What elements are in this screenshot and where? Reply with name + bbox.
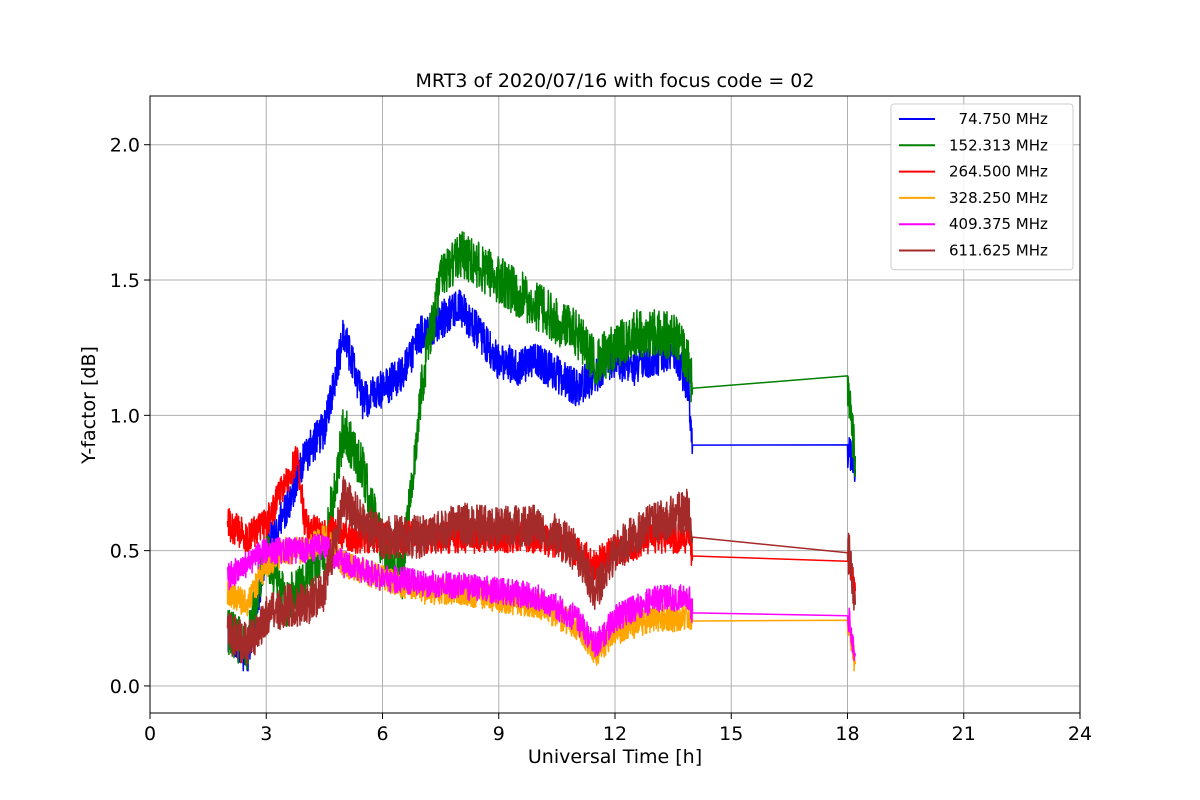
x-axis: 0 3 6 9 12 15 18 21 24 xyxy=(144,713,1092,745)
x-tick-label: 21 xyxy=(952,723,976,745)
legend-box xyxy=(890,103,1074,271)
series-line xyxy=(226,289,857,672)
legend-label: 152.313 MHz xyxy=(949,136,1048,154)
series-line xyxy=(226,476,857,666)
legend-label: 409.375 MHz xyxy=(949,215,1048,233)
x-tick-label: 0 xyxy=(144,723,156,745)
x-tick-label: 24 xyxy=(1068,723,1092,745)
x-tick-label: 9 xyxy=(493,723,505,745)
y-tick-label: 2.0 xyxy=(110,135,140,157)
y-tick-label: 0.0 xyxy=(110,676,140,698)
x-tick-label: 18 xyxy=(835,723,859,745)
x-tick-label: 6 xyxy=(376,723,388,745)
x-tick-label: 15 xyxy=(719,723,743,745)
legend-label: 264.500 MHz xyxy=(949,163,1048,181)
chart-title: MRT3 of 2020/07/16 with focus code = 02 xyxy=(416,70,815,92)
series-layer xyxy=(226,231,857,672)
legend-label: 74.750 MHz xyxy=(949,110,1048,128)
y-axis: 0.0 0.5 1.0 1.5 2.0 xyxy=(110,135,150,698)
legend: 74.750 MHz 152.313 MHz 264.500 MHz 328.250 … xyxy=(890,103,1074,271)
legend-label: 328.250 MHz xyxy=(949,189,1048,207)
series-line xyxy=(226,231,857,670)
x-axis-title: Universal Time [h] xyxy=(528,746,702,768)
x-tick-label: 12 xyxy=(603,723,627,745)
legend-label: 611.625 MHz xyxy=(949,242,1048,260)
y-tick-label: 1.5 xyxy=(110,270,140,292)
y-axis-title: Y-factor [dB] xyxy=(78,346,100,465)
x-tick-label: 3 xyxy=(260,723,272,745)
series-line xyxy=(226,533,857,662)
y-tick-label: 0.5 xyxy=(110,541,140,563)
y-tick-label: 1.0 xyxy=(110,405,140,427)
